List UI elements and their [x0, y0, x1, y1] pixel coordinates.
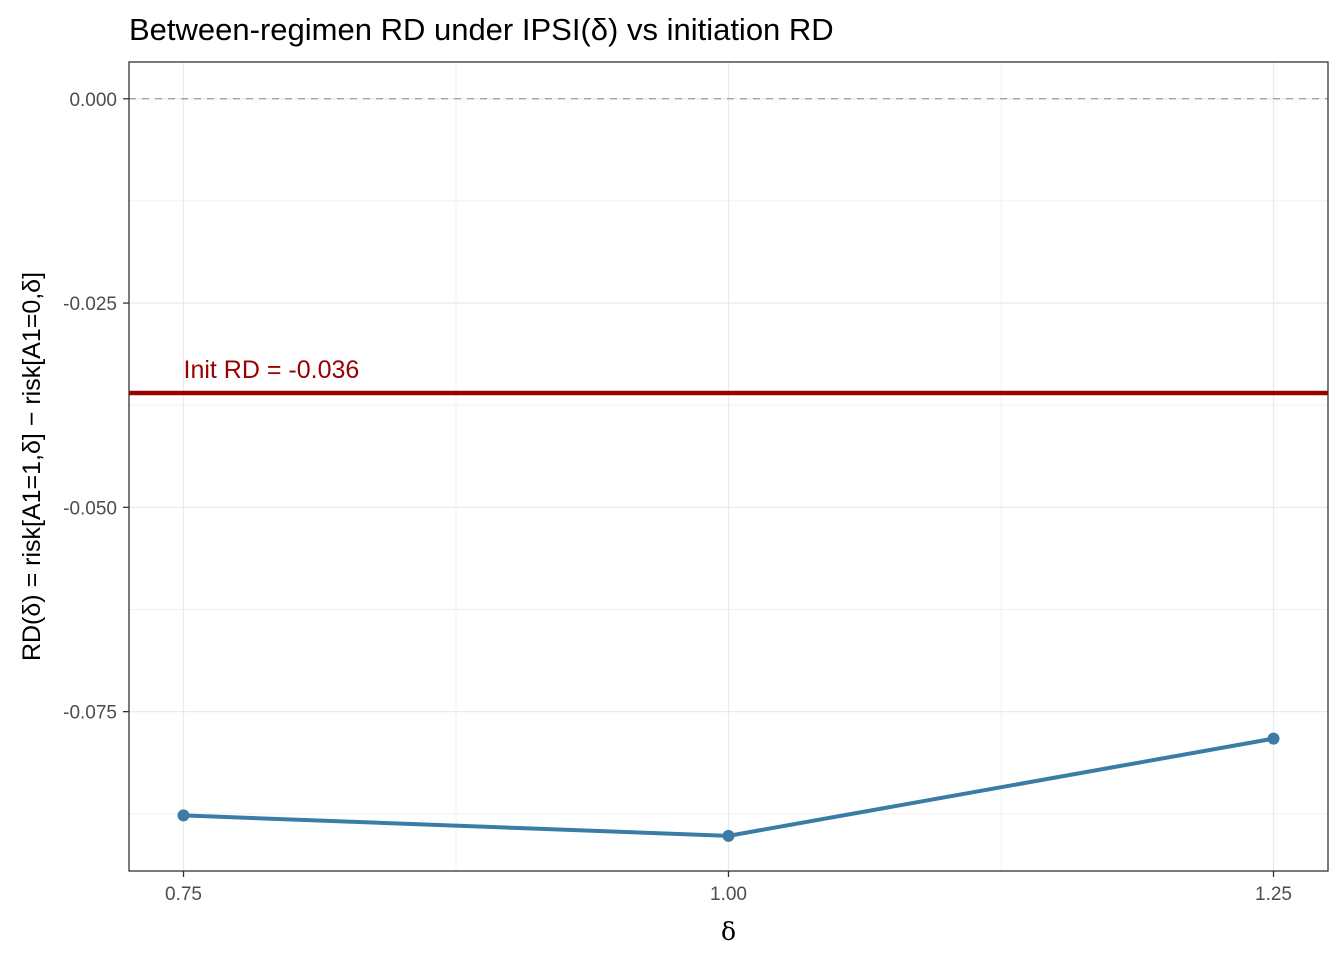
y-axis-ticks: 0.000 -0.025 -0.050 -0.075	[63, 90, 129, 724]
y-tick-label: 0.000	[69, 90, 117, 111]
x-tick-label: 0.75	[165, 884, 202, 905]
y-tick-label: -0.050	[63, 498, 117, 519]
init-rd-label: Init RD = -0.036	[184, 356, 360, 384]
data-point	[177, 809, 190, 822]
y-tick-label: -0.075	[63, 703, 117, 724]
y-tick-label: -0.025	[63, 294, 117, 315]
data-point	[1267, 732, 1280, 745]
x-tick-label: 1.00	[710, 884, 747, 905]
major-gridlines	[129, 62, 1328, 871]
x-axis-title: δ	[721, 917, 736, 946]
chart-title: Between-regimen RD under IPSI(δ) vs init…	[129, 12, 834, 47]
series-layer	[177, 732, 1280, 842]
data-point	[722, 829, 735, 842]
x-tick-label: 1.25	[1255, 884, 1292, 905]
y-axis-title: RD(δ) = risk[A1=1,δ] − risk[A1=0,δ]	[18, 272, 46, 661]
reference-lines: Init RD = -0.036	[129, 98, 1328, 396]
x-axis-ticks: 0.75 1.00 1.25	[165, 871, 1292, 905]
